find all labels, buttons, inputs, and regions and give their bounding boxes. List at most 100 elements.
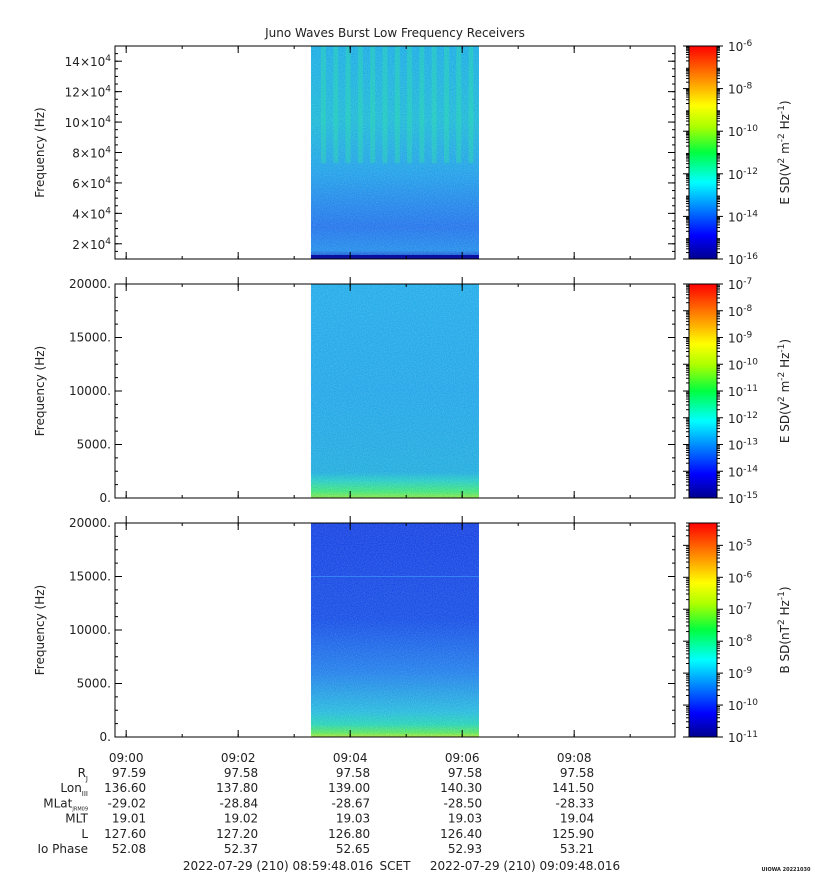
chart-title: Juno Waves Burst Low Frequency Receivers <box>264 26 525 40</box>
y-tick-label: 20000. <box>69 277 111 291</box>
panels: 2×104 4×104 6×104 8×104 10×104 12×104 14×104 Fr… <box>33 39 792 745</box>
ephemeris-value: -28.84 <box>219 796 258 810</box>
colorbar-gradient <box>689 523 717 737</box>
ephemeris-value: 126.80 <box>328 827 370 841</box>
ephemeris-row-label: LonIII <box>60 781 88 798</box>
colorbar-tick-label: 10-10 <box>728 698 758 713</box>
colorbar-tick-label: 10-14 <box>728 209 758 224</box>
colorbar-middle: 10-7 10-8 10-9 10-10 10-11 10-12 10-13 10-14 10-… <box>683 277 792 506</box>
colorbar-tick-label: 10-11 <box>728 730 758 745</box>
ephemeris-row-label: MLatJRM09 <box>43 796 88 812</box>
colorbar-tick-label: 10-11 <box>728 384 758 399</box>
colorbar-label: E SD(V2 m-2 Hz-1) <box>777 339 792 443</box>
ephemeris-value: 52.65 <box>336 842 370 856</box>
ephemeris-row-label: MLT <box>65 812 88 826</box>
striation <box>320 46 326 164</box>
striation <box>456 46 462 164</box>
striation <box>382 46 388 164</box>
ephemeris-value: 97.58 <box>448 766 482 780</box>
colorbar-label: E SD(V2 m-2 Hz-1) <box>777 100 792 204</box>
colorbar-frame <box>688 45 718 260</box>
time-axis: 09:00 09:02 09:04 09:06 09:08 <box>109 751 592 765</box>
y-tick-label: 8×104 <box>72 146 111 161</box>
panel-middle: 0. 5000. 10000. 15000. 20000. Frequency (Hz) 1… <box>33 277 792 506</box>
ephemeris-value: 140.30 <box>440 781 482 795</box>
ephemeris-value: 125.90 <box>552 827 594 841</box>
ephemeris-value: -28.50 <box>443 796 482 810</box>
striation <box>345 46 351 164</box>
y-tick-label: 15000. <box>69 331 111 345</box>
ephemeris-value: 19.02 <box>224 812 258 826</box>
time-tick-label: 09:04 <box>333 751 368 765</box>
colorbar-tick-label: 10-16 <box>728 252 758 267</box>
colorbar-tick-label: 10-7 <box>728 277 752 292</box>
striation <box>370 46 376 164</box>
time-tick-label: 09:02 <box>221 751 256 765</box>
y-tick-label: 0. <box>100 730 111 744</box>
spectrogram-noise-dark <box>310 46 479 259</box>
ephemeris-value: 127.60 <box>104 827 146 841</box>
ephemeris-value: 141.50 <box>552 781 594 795</box>
colorbar-tick-label: 10-13 <box>728 438 758 453</box>
y-tick-label: 5000. <box>77 438 111 452</box>
ephemeris-value: 97.59 <box>112 766 146 780</box>
footer-stamp: UIOWA 20221030 <box>762 867 811 873</box>
y-tick-label: 2×104 <box>72 237 111 252</box>
ephemeris-value: 139.00 <box>328 781 370 795</box>
striation <box>419 46 425 164</box>
colorbar-tick-label: 10-10 <box>728 357 758 372</box>
ephemeris-value: 52.08 <box>112 842 146 856</box>
y-axis-label: Frequency (Hz) <box>33 585 47 676</box>
ephemeris-value: 97.58 <box>224 766 258 780</box>
colorbar-tick-label: 10-15 <box>728 491 758 506</box>
colorbar-tick-label: 10-12 <box>728 167 758 182</box>
colorbar-tick-label: 10-6 <box>728 570 753 585</box>
colorbar-tick-label: 10-8 <box>728 634 753 649</box>
ephemeris-value: 53.21 <box>560 842 594 856</box>
panel-bottom: 0. 5000. 10000. 15000. 20000. Frequency (Hz) 1… <box>33 516 792 745</box>
striation <box>431 46 437 164</box>
y-tick-label: 14×104 <box>65 54 112 69</box>
ephemeris-row-label: L <box>81 827 88 841</box>
striation <box>333 46 339 164</box>
y-tick-label: 20000. <box>69 516 111 530</box>
colorbar-top: 10-6 10-8 10-10 10-12 10-14 10-16 E SD(V2 m-2 … <box>683 39 792 267</box>
ephemeris-value: 137.80 <box>216 781 258 795</box>
ephemeris-value: -29.02 <box>107 796 146 810</box>
ephemeris-value: 136.60 <box>104 781 146 795</box>
baseline-band <box>310 255 479 259</box>
time-tick-label: 09:06 <box>445 751 480 765</box>
ephemeris-value: 97.58 <box>560 766 594 780</box>
colorbar-tick-label: 10-9 <box>728 331 753 346</box>
colorbar-tick-label: 10-9 <box>728 666 753 681</box>
colorbar-tick-label: 10-5 <box>728 538 752 553</box>
y-tick-label: 6×104 <box>72 176 111 191</box>
spectrogram-noise-dark <box>310 284 479 498</box>
colorbar-tick-label: 10-14 <box>728 464 758 479</box>
y-tick-label: 15000. <box>69 570 111 584</box>
colorbar-frame <box>688 522 718 738</box>
striation <box>394 46 400 164</box>
y-tick-label: 4×104 <box>72 206 111 221</box>
y-tick-label: 5000. <box>77 677 111 691</box>
y-tick-label: 10×104 <box>65 115 112 130</box>
panel-top: 2×104 4×104 6×104 8×104 10×104 12×104 14×104 Fr… <box>33 39 792 267</box>
ephemeris-value: 19.03 <box>448 812 482 826</box>
colorbar-gradient <box>689 46 717 259</box>
spectrogram-noise-dark <box>310 523 479 737</box>
ephemeris-value: 52.37 <box>224 842 258 856</box>
striation <box>468 46 474 164</box>
y-axis-label: Frequency (Hz) <box>33 107 47 198</box>
ephemeris-row-label: RJ <box>78 766 88 783</box>
y-axis-label: Frequency (Hz) <box>33 346 47 437</box>
ephemeris-value: 19.04 <box>560 812 594 826</box>
striation <box>357 46 363 164</box>
ephemeris-value: 97.58 <box>336 766 370 780</box>
footer-start-time: 2022-07-29 (210) 08:59:48.016 <box>183 859 373 873</box>
ephemeris-value: 19.03 <box>336 812 370 826</box>
ephemeris-value: 126.40 <box>440 827 482 841</box>
ephemeris-value: 127.20 <box>216 827 258 841</box>
colorbar-tick-label: 10-8 <box>728 82 753 97</box>
ephemeris-value: 52.93 <box>448 842 482 856</box>
